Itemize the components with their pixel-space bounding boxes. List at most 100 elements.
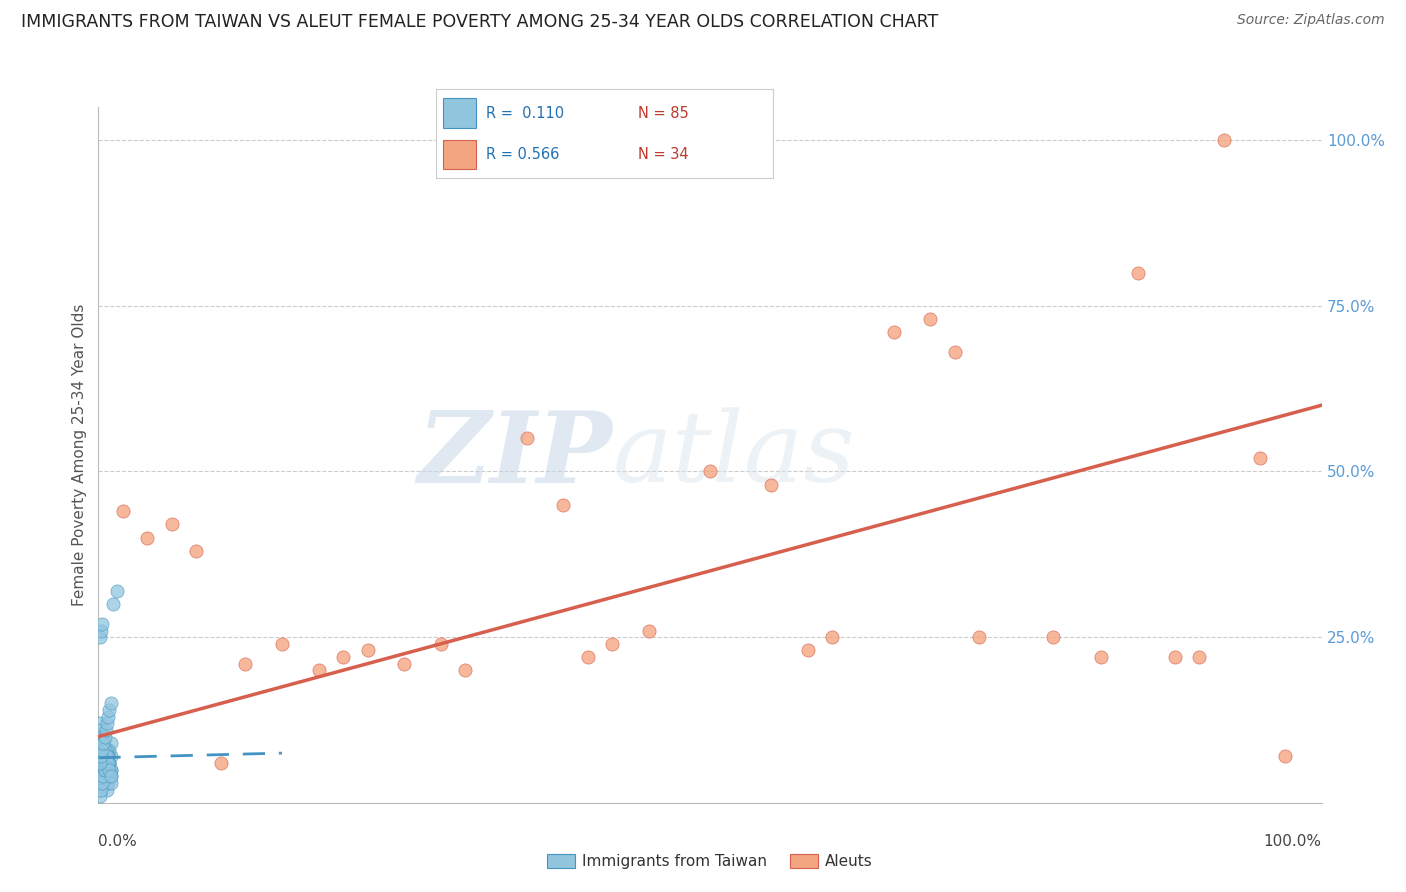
Point [91, 743, 114, 757]
Point [90, 776, 112, 790]
Point [91, 756, 114, 770]
Point [308, 663, 330, 677]
Text: Source: ZipAtlas.com: Source: ZipAtlas.com [1237, 13, 1385, 28]
Point [1212, 133, 1234, 147]
Point [332, 650, 354, 665]
Point [91, 743, 114, 757]
Point [392, 657, 416, 671]
Point [105, 583, 128, 598]
Point [91, 769, 114, 783]
Point [761, 477, 783, 491]
Point [1274, 749, 1296, 764]
Point [93, 730, 115, 744]
FancyBboxPatch shape [443, 98, 477, 128]
Text: ZIP: ZIP [418, 407, 612, 503]
Point [98, 703, 121, 717]
FancyBboxPatch shape [443, 140, 477, 169]
Point [97, 749, 120, 764]
Point [600, 637, 623, 651]
Point [90, 723, 112, 737]
Point [89, 789, 111, 804]
Point [98, 743, 121, 757]
Point [454, 663, 477, 677]
Point [89, 743, 111, 757]
Point [89, 730, 111, 744]
Text: N = 85: N = 85 [638, 106, 689, 120]
Point [90, 763, 112, 777]
Point [136, 531, 159, 545]
Point [1188, 650, 1211, 665]
Point [91, 736, 114, 750]
Point [91, 756, 114, 770]
Legend: Immigrants from Taiwan, Aleuts: Immigrants from Taiwan, Aleuts [541, 848, 879, 875]
Point [101, 597, 124, 611]
Point [91, 730, 114, 744]
Point [91, 756, 114, 770]
Text: IMMIGRANTS FROM TAIWAN VS ALEUT FEMALE POVERTY AMONG 25-34 YEAR OLDS CORRELATION: IMMIGRANTS FROM TAIWAN VS ALEUT FEMALE P… [21, 13, 938, 31]
Point [91, 763, 114, 777]
Point [270, 637, 294, 651]
Point [821, 630, 844, 644]
Point [97, 756, 120, 770]
Point [90, 769, 112, 783]
Point [100, 736, 122, 750]
Point [89, 776, 111, 790]
Point [93, 769, 115, 783]
Point [94, 776, 117, 790]
Point [94, 723, 117, 737]
Point [90, 736, 112, 750]
Point [93, 743, 115, 757]
Point [91, 749, 114, 764]
Point [576, 650, 599, 665]
Point [186, 544, 208, 558]
Point [89, 769, 111, 783]
Point [943, 345, 966, 359]
Point [96, 769, 118, 783]
Point [94, 749, 117, 764]
Point [90, 624, 112, 638]
Point [1042, 630, 1064, 644]
Text: R = 0.566: R = 0.566 [486, 147, 560, 161]
Point [94, 749, 117, 764]
Point [89, 716, 111, 731]
Point [97, 709, 120, 723]
Point [797, 643, 820, 657]
Point [98, 756, 121, 770]
Point [98, 756, 121, 770]
Point [90, 749, 112, 764]
Point [90, 782, 112, 797]
Point [89, 782, 111, 797]
Point [430, 637, 453, 651]
Text: 0.0%: 0.0% [98, 834, 138, 849]
Point [96, 769, 118, 783]
Point [96, 756, 118, 770]
Text: R =  0.110: R = 0.110 [486, 106, 565, 120]
Point [100, 769, 122, 783]
Point [98, 769, 121, 783]
Point [233, 657, 256, 671]
Point [209, 756, 232, 770]
Point [89, 630, 111, 644]
Point [1249, 451, 1271, 466]
Point [967, 630, 990, 644]
Point [93, 756, 115, 770]
Point [699, 465, 721, 479]
Point [94, 776, 117, 790]
Point [89, 756, 111, 770]
Point [98, 756, 121, 770]
Point [553, 498, 575, 512]
Point [91, 736, 114, 750]
Point [160, 517, 183, 532]
Point [638, 624, 661, 638]
Point [97, 763, 120, 777]
Text: N = 34: N = 34 [638, 147, 689, 161]
Point [356, 643, 378, 657]
Point [94, 776, 117, 790]
Point [96, 782, 118, 797]
Point [93, 763, 115, 777]
Text: 100.0%: 100.0% [1264, 834, 1322, 849]
Point [111, 504, 134, 518]
Point [91, 769, 114, 783]
Point [97, 776, 120, 790]
Point [100, 697, 122, 711]
